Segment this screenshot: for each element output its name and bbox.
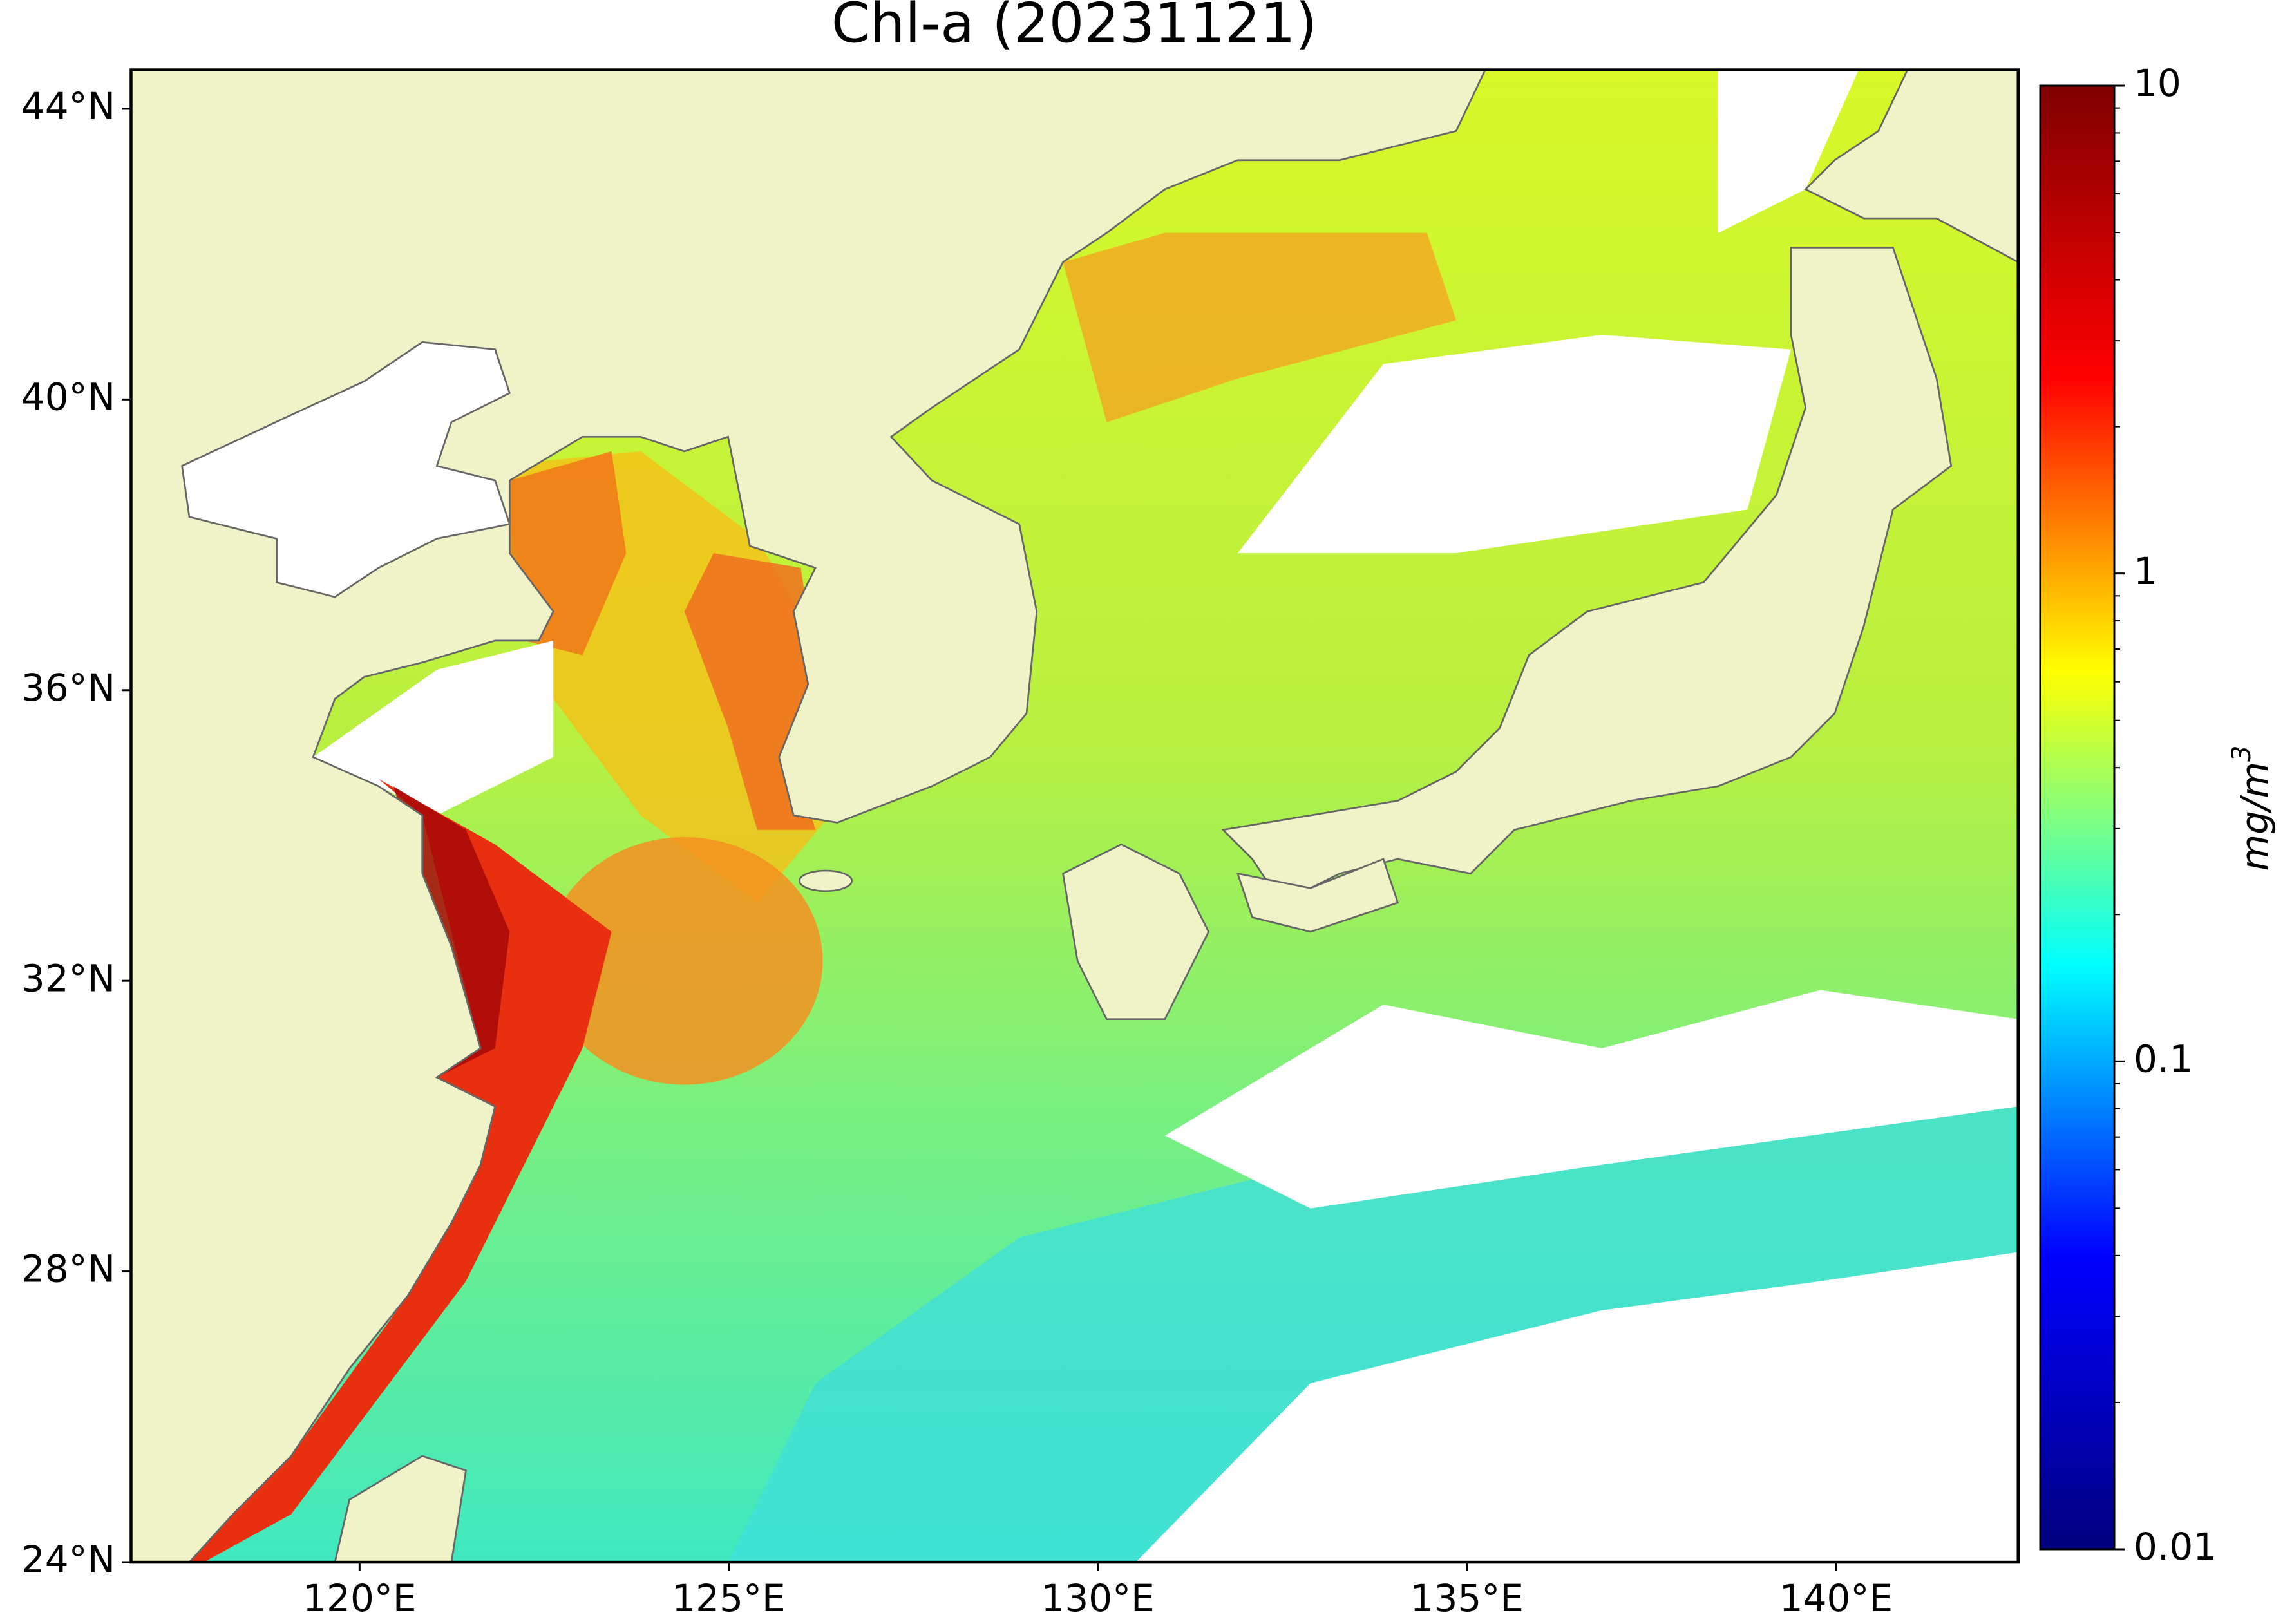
colorbar-tick-label: 1 bbox=[2134, 549, 2157, 593]
x-tick-label: 120°E bbox=[303, 1576, 416, 1620]
shikoku bbox=[1236, 858, 1399, 933]
y-tick-label: 44°N bbox=[21, 84, 115, 128]
bohai-sea bbox=[181, 341, 511, 598]
x-tick-label: 135°E bbox=[1410, 1576, 1524, 1620]
map-area bbox=[129, 68, 2020, 1564]
cloud bbox=[313, 640, 554, 816]
colorbar-label: mg/m3 bbox=[2227, 746, 2277, 871]
kyushu bbox=[1062, 843, 1210, 1021]
cloud bbox=[1164, 990, 2018, 1209]
y-tick-label: 24°N bbox=[21, 1538, 115, 1582]
taiwan bbox=[334, 1455, 468, 1563]
y-tick-label: 36°N bbox=[21, 666, 115, 710]
cloud bbox=[1135, 1252, 2018, 1563]
colorbar-tick-label: 0.1 bbox=[2134, 1037, 2193, 1081]
x-tick-label: 125°E bbox=[672, 1576, 785, 1620]
colorbar-tick-label: 10 bbox=[2134, 61, 2181, 105]
x-tick-label: 130°E bbox=[1041, 1576, 1154, 1620]
y-tick-label: 32°N bbox=[21, 956, 115, 1000]
map-frame bbox=[129, 68, 2020, 1564]
y-tick-label: 28°N bbox=[21, 1247, 115, 1291]
colorbar-label-sup: 3 bbox=[2227, 746, 2257, 762]
honshu bbox=[1221, 247, 1953, 904]
colorbar-label-base: mg/m bbox=[2233, 762, 2277, 871]
high-chl-area bbox=[1063, 232, 1456, 422]
high-chl-area bbox=[545, 837, 823, 1085]
cloud bbox=[1237, 335, 1792, 554]
x-tick-label: 140°E bbox=[1779, 1576, 1893, 1620]
cloud bbox=[1718, 70, 1859, 233]
hokkaido bbox=[1804, 70, 2018, 263]
y-tick-label: 40°N bbox=[21, 375, 115, 419]
mainland bbox=[131, 70, 1486, 1563]
colorbar-tick-label: 0.01 bbox=[2134, 1525, 2217, 1569]
colorbar bbox=[2039, 84, 2116, 1551]
jeju bbox=[798, 869, 853, 892]
map-title: Chl-a (20231121) bbox=[831, 0, 1317, 55]
